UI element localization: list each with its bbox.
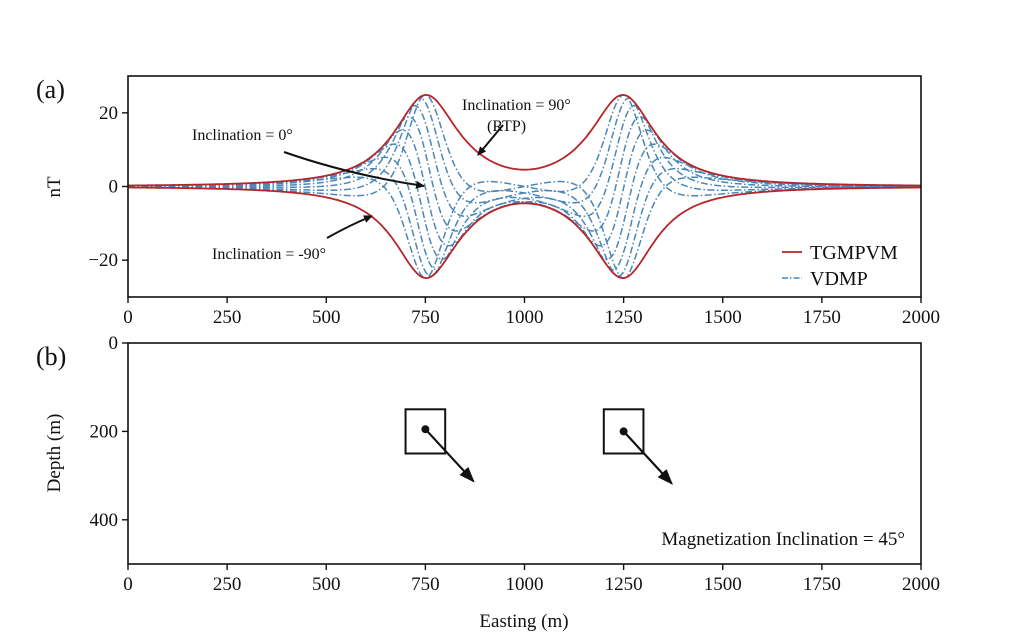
panel-b-y-ticks: 0 200 400 — [90, 333, 128, 531]
panel-b-x-tick-label: 2000 — [902, 574, 940, 595]
panel-b-y-axis-label: Depth (m) — [44, 414, 65, 493]
panel-b-y-tick-label: 0 — [109, 333, 119, 354]
annotation-inclination-neg90: Inclination = -90° — [212, 246, 326, 263]
panel-a-x-tick-label: 2000 — [902, 307, 940, 328]
annotation-arrows — [283, 124, 504, 239]
panel-a-curves — [127, 93, 922, 280]
panel-a-x-tick-label: 0 — [123, 307, 133, 328]
panel-a-x-tick-label: 1000 — [506, 307, 544, 328]
panel-b: (b) 0 250 500 750 1000 1250 1500 1750 2000 0 200 4… — [36, 333, 940, 632]
panel-a-x-tick-label: 1750 — [803, 307, 841, 328]
magnetization-inclination-annotation: Magnetization Inclination = 45° — [661, 529, 905, 550]
panel-a-label: (a) — [36, 75, 65, 104]
panel-b-x-tick-label: 1500 — [704, 574, 742, 595]
legend-vdmp-label: VDMP — [810, 268, 868, 290]
legend: TGMPVM VDMP — [782, 242, 898, 290]
panel-b-label: (b) — [36, 342, 66, 371]
arrow-icon — [283, 151, 425, 189]
legend-tgmpvm-label: TGMPVM — [810, 242, 898, 264]
annotation-rtp: (RTP) — [487, 118, 526, 135]
panel-b-x-tick-label: 250 — [213, 574, 242, 595]
source-body-1 — [404, 408, 447, 455]
panel-a-y-tick-label: −20 — [88, 250, 118, 271]
panel-b-x-tick-label: 500 — [312, 574, 341, 595]
panel-a-y-axis-label: nT — [44, 176, 65, 198]
vdmp-curve — [128, 104, 921, 271]
arrow-icon — [477, 124, 504, 156]
panel-b-x-tick-label: 1750 — [803, 574, 841, 595]
panel-b-bodies — [404, 408, 673, 485]
panel-a: (a) 0 250 500 750 1000 1250 1500 1750 2000 20 0 −2… — [36, 75, 940, 328]
annotation-inclination-90: Inclination = 90° — [462, 97, 571, 114]
tgmpvm-envelope-lower — [128, 186, 921, 280]
panel-a-x-tick-label: 250 — [213, 307, 242, 328]
panel-b-x-axis-label: Easting (m) — [479, 611, 568, 632]
panel-b-x-ticks: 0 250 500 750 1000 1250 1500 1750 2000 — [123, 564, 940, 595]
panel-a-x-tick-label: 500 — [312, 307, 341, 328]
panel-b-x-tick-label: 1250 — [605, 574, 643, 595]
panel-b-y-tick-label: 400 — [90, 510, 119, 531]
panel-a-x-tick-label: 1250 — [605, 307, 643, 328]
magnetization-arrow-icon — [424, 428, 475, 483]
panel-a-x-ticks: 0 250 500 750 1000 1250 1500 1750 2000 — [123, 297, 940, 328]
magnetization-arrow-icon — [622, 430, 673, 485]
panel-a-y-ticks: 20 0 −20 — [88, 103, 128, 271]
tgmpvm-envelope-upper — [128, 93, 921, 187]
panel-a-y-tick-label: 20 — [99, 103, 118, 124]
panel-a-x-tick-label: 1500 — [704, 307, 742, 328]
panel-b-x-tick-label: 750 — [411, 574, 440, 595]
panel-a-y-tick-label: 0 — [109, 177, 119, 198]
panel-a-x-tick-label: 750 — [411, 307, 440, 328]
panel-b-y-tick-label: 200 — [90, 421, 119, 442]
annotation-inclination-0: Inclination = 0° — [192, 127, 293, 144]
panel-b-x-tick-label: 1000 — [506, 574, 544, 595]
arrow-icon — [326, 215, 373, 239]
panel-b-x-tick-label: 0 — [123, 574, 133, 595]
source-body-2 — [602, 408, 645, 455]
